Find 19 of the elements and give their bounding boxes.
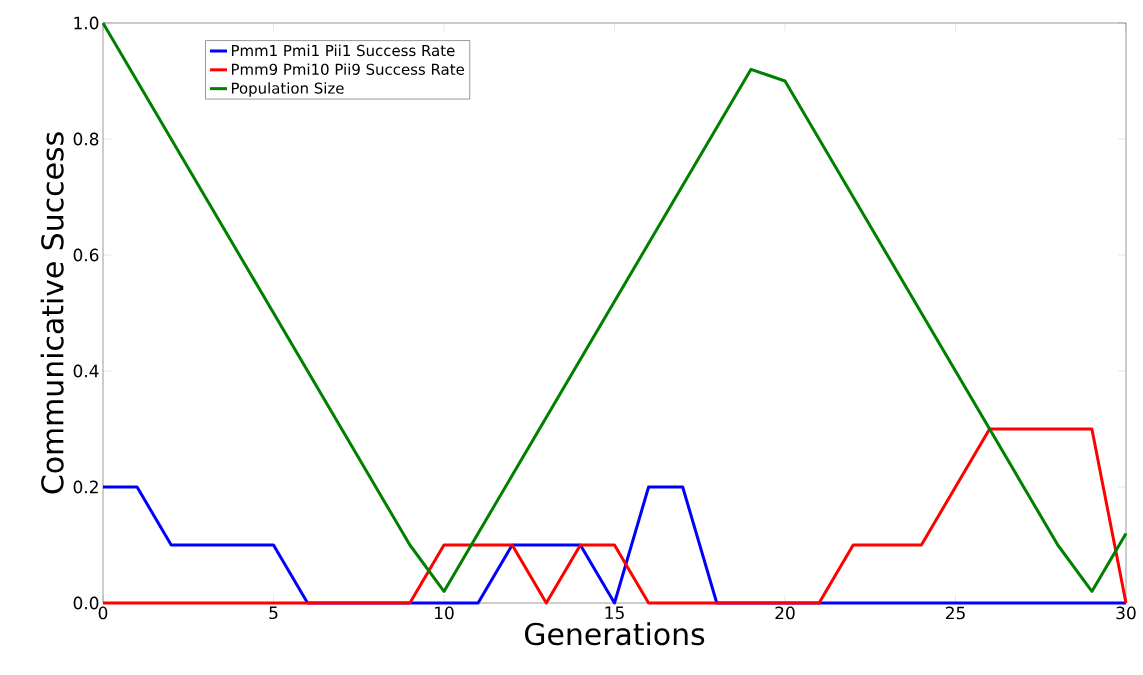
x-tick-label: 25 <box>945 606 965 620</box>
y-tick-label: 0.8 <box>73 132 99 146</box>
x-tick-label: 5 <box>269 606 278 620</box>
y-tick-label: 0.6 <box>73 248 99 262</box>
legend-label: Pmm1 Pmi1 Pii1 Success Rate <box>231 44 455 57</box>
y-tick-label: 0.4 <box>73 364 99 378</box>
y-tick-label: 0.2 <box>73 480 98 494</box>
y-tick-label: 1.0 <box>74 16 99 30</box>
y-axis-title: Communicative Success <box>40 132 64 494</box>
x-axis-title: Generations <box>525 622 705 646</box>
x-tick-label: 15 <box>605 606 624 620</box>
y-tick-label: 0.0 <box>73 596 99 610</box>
line-series <box>101 21 1128 593</box>
x-tick-label: 0 <box>98 606 108 620</box>
x-tick-label: 10 <box>435 606 454 620</box>
x-tick-label: 20 <box>775 606 795 620</box>
legend-label: Pmm9 Pmi10 Pii9 Success Rate <box>231 63 464 75</box>
legend-label: Population Size <box>231 82 344 97</box>
x-tick-label: 30 <box>1116 606 1136 620</box>
